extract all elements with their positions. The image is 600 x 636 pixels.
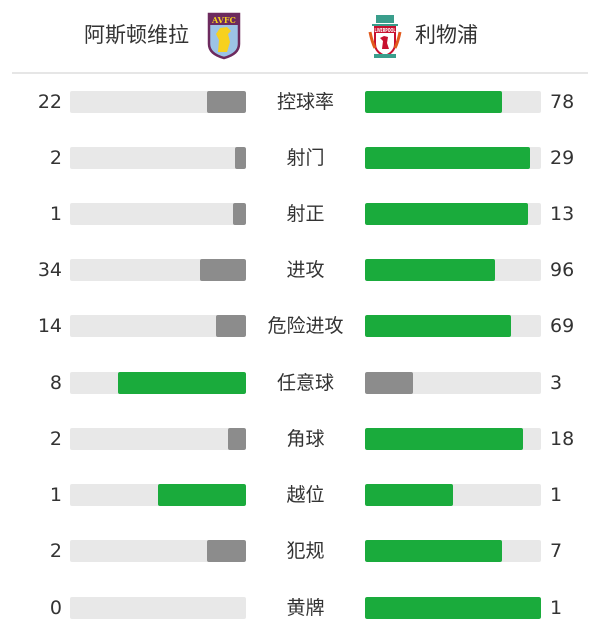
home-value: 8 (49, 372, 62, 394)
away-bar (365, 315, 541, 337)
home-bar (70, 597, 246, 619)
away-bar-fill (365, 259, 495, 281)
away-bar (365, 372, 541, 394)
aston-villa-logo: AVFC (207, 12, 241, 60)
home-bar (70, 315, 246, 337)
home-bar (70, 428, 246, 450)
away-bar (365, 91, 541, 113)
home-value: 1 (49, 203, 62, 225)
away-bar-fill (365, 372, 413, 394)
home-bar (70, 540, 246, 562)
stat-label: 射门 (286, 147, 325, 169)
away-bar (365, 259, 541, 281)
stat-label: 黄牌 (286, 597, 325, 619)
stat-label: 危险进攻 (267, 315, 344, 337)
home-value: 34 (37, 259, 62, 281)
home-bar (70, 259, 246, 281)
away-bar-fill (365, 147, 530, 169)
stat-row: 2 犯规 7 (0, 539, 600, 563)
stat-label: 控球率 (276, 91, 334, 113)
home-bar-fill (206, 540, 246, 562)
away-value: 96 (550, 259, 575, 281)
home-value: 2 (49, 540, 62, 562)
stat-row: 1 越位 1 (0, 483, 600, 507)
away-bar (365, 597, 541, 619)
away-bar-fill (365, 540, 502, 562)
header-divider (12, 72, 588, 74)
away-value: 18 (550, 428, 575, 450)
away-value: 1 (550, 597, 563, 619)
stat-row: 34 进攻 96 (0, 258, 600, 282)
home-value: 22 (37, 91, 62, 113)
away-bar (365, 147, 541, 169)
away-value: 1 (550, 484, 563, 506)
away-value: 3 (550, 372, 563, 394)
home-value: 0 (49, 597, 62, 619)
home-bar (70, 203, 246, 225)
home-bar-fill (158, 484, 246, 506)
stat-label: 射正 (286, 203, 325, 225)
home-value: 1 (49, 484, 62, 506)
away-bar-fill (365, 203, 529, 225)
home-bar (70, 484, 246, 506)
liverpool-logo: LIVERPOOL (368, 15, 402, 58)
home-bar-fill (228, 428, 246, 450)
away-bar-fill (365, 91, 503, 113)
home-bar-fill (118, 372, 246, 394)
stat-label: 角球 (286, 428, 325, 450)
away-bar-fill (365, 428, 524, 450)
away-bar (365, 203, 541, 225)
stat-row: 22 控球率 78 (0, 90, 600, 114)
home-value: 14 (37, 315, 62, 337)
away-team-name: 利物浦 (415, 23, 478, 47)
home-team-name: 阿斯顿维拉 (84, 23, 189, 47)
away-value: 78 (550, 91, 575, 113)
home-bar (70, 91, 246, 113)
stat-label: 犯规 (286, 540, 325, 562)
home-value: 2 (49, 147, 62, 169)
home-bar-fill (233, 203, 246, 225)
away-bar (365, 428, 541, 450)
away-value: 69 (550, 315, 575, 337)
home-value: 2 (49, 428, 62, 450)
away-value: 7 (550, 540, 563, 562)
match-header: 阿斯顿维拉 AVFC LIVERPOOL 利物浦 (0, 0, 600, 72)
home-bar (70, 147, 246, 169)
stat-row: 0 黄牌 1 (0, 596, 600, 620)
away-value: 13 (550, 203, 575, 225)
stat-row: 2 角球 18 (0, 427, 600, 451)
stat-label: 任意球 (276, 372, 334, 394)
home-bar-fill (234, 147, 246, 169)
home-bar-fill (216, 315, 246, 337)
stat-label: 进攻 (286, 259, 325, 281)
home-bar-fill (199, 259, 246, 281)
stat-label: 越位 (286, 484, 325, 506)
away-value: 29 (550, 147, 575, 169)
away-bar (365, 484, 541, 506)
stat-row: 14 危险进攻 69 (0, 314, 600, 338)
away-bar-fill (365, 597, 541, 619)
liverpool-logo-text: LIVERPOOL (375, 28, 397, 34)
stat-row: 2 射门 29 (0, 146, 600, 170)
stat-row: 1 射正 13 (0, 202, 600, 226)
stat-row: 8 任意球 3 (0, 371, 600, 395)
away-bar-fill (365, 315, 512, 337)
home-bar (70, 372, 246, 394)
away-bar-fill (365, 484, 453, 506)
home-bar-fill (207, 91, 246, 113)
away-bar (365, 540, 541, 562)
aston-villa-logo-text: AVFC (211, 15, 236, 25)
